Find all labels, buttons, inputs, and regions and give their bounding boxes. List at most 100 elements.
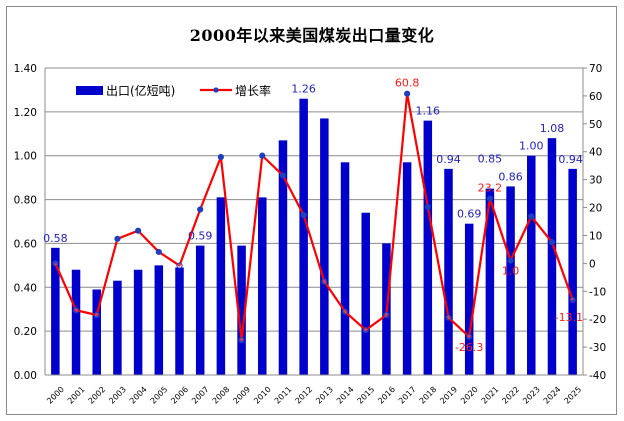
bar-data-label: 0.69 bbox=[457, 208, 482, 221]
x-tick-label: 2017 bbox=[397, 385, 418, 406]
growth-point-2017 bbox=[404, 90, 411, 97]
bar-data-label: 0.58 bbox=[43, 232, 68, 245]
bar-series-export bbox=[51, 98, 577, 375]
x-tick-label: 2024 bbox=[542, 385, 563, 406]
bar-data-label: 1.16 bbox=[416, 105, 441, 118]
growth-point-2003 bbox=[114, 235, 121, 242]
growth-point-2008 bbox=[217, 153, 224, 161]
bar-2021 bbox=[485, 188, 495, 375]
bar-2003 bbox=[113, 280, 122, 375]
growth-point-2022 bbox=[507, 257, 514, 264]
bar-2019 bbox=[444, 168, 453, 375]
bar-2022 bbox=[506, 186, 515, 375]
left-axis: 0.00 0.20 0.40 0.60 0.80 1.00 1.20 1.40 bbox=[14, 63, 46, 382]
growth-data-label: -13.1 bbox=[555, 311, 583, 324]
bar-2015 bbox=[361, 212, 370, 375]
bar-data-label: 0.94 bbox=[436, 153, 461, 166]
right-axis-tick-label: 0 bbox=[589, 258, 596, 270]
growth-point-2007 bbox=[197, 206, 204, 213]
left-axis-tick-label: 0.00 bbox=[14, 370, 37, 382]
x-tick-label: 2007 bbox=[190, 385, 211, 406]
growth-point-2016 bbox=[383, 311, 390, 319]
growth-point-2018 bbox=[424, 203, 431, 211]
x-tick-label: 2022 bbox=[500, 385, 521, 406]
left-axis-tick-label: 0.20 bbox=[14, 326, 37, 338]
left-axis-tick-label: 1.40 bbox=[14, 63, 37, 75]
legend-label-growth-rate: 增长率 bbox=[235, 83, 271, 98]
bar-2025 bbox=[568, 168, 577, 375]
x-tick-label: 2015 bbox=[356, 385, 377, 406]
right-axis-tick-label: -20 bbox=[589, 314, 606, 326]
bar-2018 bbox=[423, 120, 433, 375]
right-axis-tick-label: -10 bbox=[589, 286, 606, 298]
bar-2017 bbox=[402, 162, 412, 375]
bar-2013 bbox=[320, 118, 329, 375]
x-tick-label: 2004 bbox=[128, 385, 149, 406]
line-series-growth-rate bbox=[52, 90, 576, 344]
x-tick-label: 2002 bbox=[87, 385, 108, 406]
bar-2008 bbox=[216, 197, 226, 375]
left-axis-tick-label: 0.80 bbox=[14, 195, 37, 207]
bar-2010 bbox=[258, 197, 267, 375]
x-tick-label: 2005 bbox=[149, 385, 170, 406]
growth-point-2015 bbox=[362, 326, 369, 334]
growth-data-label: 1.0 bbox=[502, 265, 520, 278]
x-tick-label: 2025 bbox=[563, 385, 584, 406]
growth-point-2006 bbox=[176, 262, 183, 269]
bar-2000 bbox=[51, 247, 60, 375]
growth-data-label: 60.8 bbox=[395, 77, 420, 90]
growth-data-label: -26.3 bbox=[455, 341, 483, 354]
chart-title: 2000年以来美国煤炭出口量变化 bbox=[189, 26, 435, 45]
bar-data-label: 0.85 bbox=[478, 153, 503, 166]
bar-data-label: 1.26 bbox=[291, 83, 316, 96]
x-axis: 2000 2001 2002 2003 2004 2005 2006 2007 2008 2009… bbox=[45, 374, 584, 406]
bar-data-label: 0.59 bbox=[188, 230, 213, 243]
growth-point-2024 bbox=[548, 239, 556, 246]
growth-point-2002 bbox=[93, 311, 100, 319]
growth-point-2021 bbox=[486, 195, 493, 202]
x-tick-label: 2008 bbox=[211, 385, 232, 406]
chart-frame bbox=[6, 6, 617, 415]
left-axis-tick-label: 1.00 bbox=[14, 151, 37, 163]
growth-point-2012 bbox=[300, 211, 307, 219]
right-axis-tick-label: 60 bbox=[589, 91, 602, 103]
bar-2007 bbox=[195, 245, 205, 375]
growth-data-label: 23.2 bbox=[478, 182, 503, 195]
bar-2020 bbox=[464, 223, 474, 375]
legend-marker-growth-rate bbox=[213, 87, 219, 93]
growth-point-2001 bbox=[72, 307, 80, 314]
right-axis-tick-label: -30 bbox=[589, 342, 606, 354]
growth-point-2011 bbox=[279, 172, 287, 179]
bar-2006 bbox=[175, 267, 184, 375]
x-tick-label: 2011 bbox=[273, 385, 294, 406]
x-tick-label: 2016 bbox=[376, 385, 397, 406]
x-tick-label: 2018 bbox=[418, 385, 439, 406]
right-axis-tick-label: 30 bbox=[589, 175, 602, 187]
right-axis: -40 -30 -20 -10 0 10 20 30 40 50 60 70 bbox=[582, 63, 606, 382]
bar-2001 bbox=[71, 269, 81, 375]
bar-2024 bbox=[547, 138, 557, 375]
right-axis-tick-label: 70 bbox=[589, 63, 602, 75]
bar-2002 bbox=[92, 289, 101, 375]
data-labels: 0.58 0.59 1.26 1.16 0.94 0.69 0.85 0.86 1.00 1.08… bbox=[43, 77, 583, 354]
x-tick-label: 2006 bbox=[169, 385, 190, 406]
gridlines bbox=[45, 67, 583, 332]
x-tick-label: 2012 bbox=[294, 385, 315, 406]
x-tick-label: 2003 bbox=[107, 385, 128, 406]
bar-2004 bbox=[133, 269, 143, 375]
right-axis-tick-label: 20 bbox=[589, 203, 602, 215]
growth-point-2023 bbox=[528, 213, 535, 220]
growth-point-2004 bbox=[135, 227, 142, 234]
x-tick-label: 2009 bbox=[231, 385, 252, 406]
growth-point-2005 bbox=[155, 248, 162, 256]
x-tick-label: 2023 bbox=[521, 385, 542, 406]
legend-label-export: 出口(亿短吨) bbox=[106, 83, 175, 98]
bar-2009 bbox=[237, 245, 246, 375]
bar-2005 bbox=[154, 265, 164, 375]
growth-point-2009 bbox=[238, 337, 245, 344]
growth-point-2020 bbox=[466, 333, 473, 340]
legend-swatch-export bbox=[76, 86, 103, 95]
left-axis-tick-label: 0.60 bbox=[14, 238, 37, 250]
bar-data-label: 0.94 bbox=[558, 153, 583, 166]
